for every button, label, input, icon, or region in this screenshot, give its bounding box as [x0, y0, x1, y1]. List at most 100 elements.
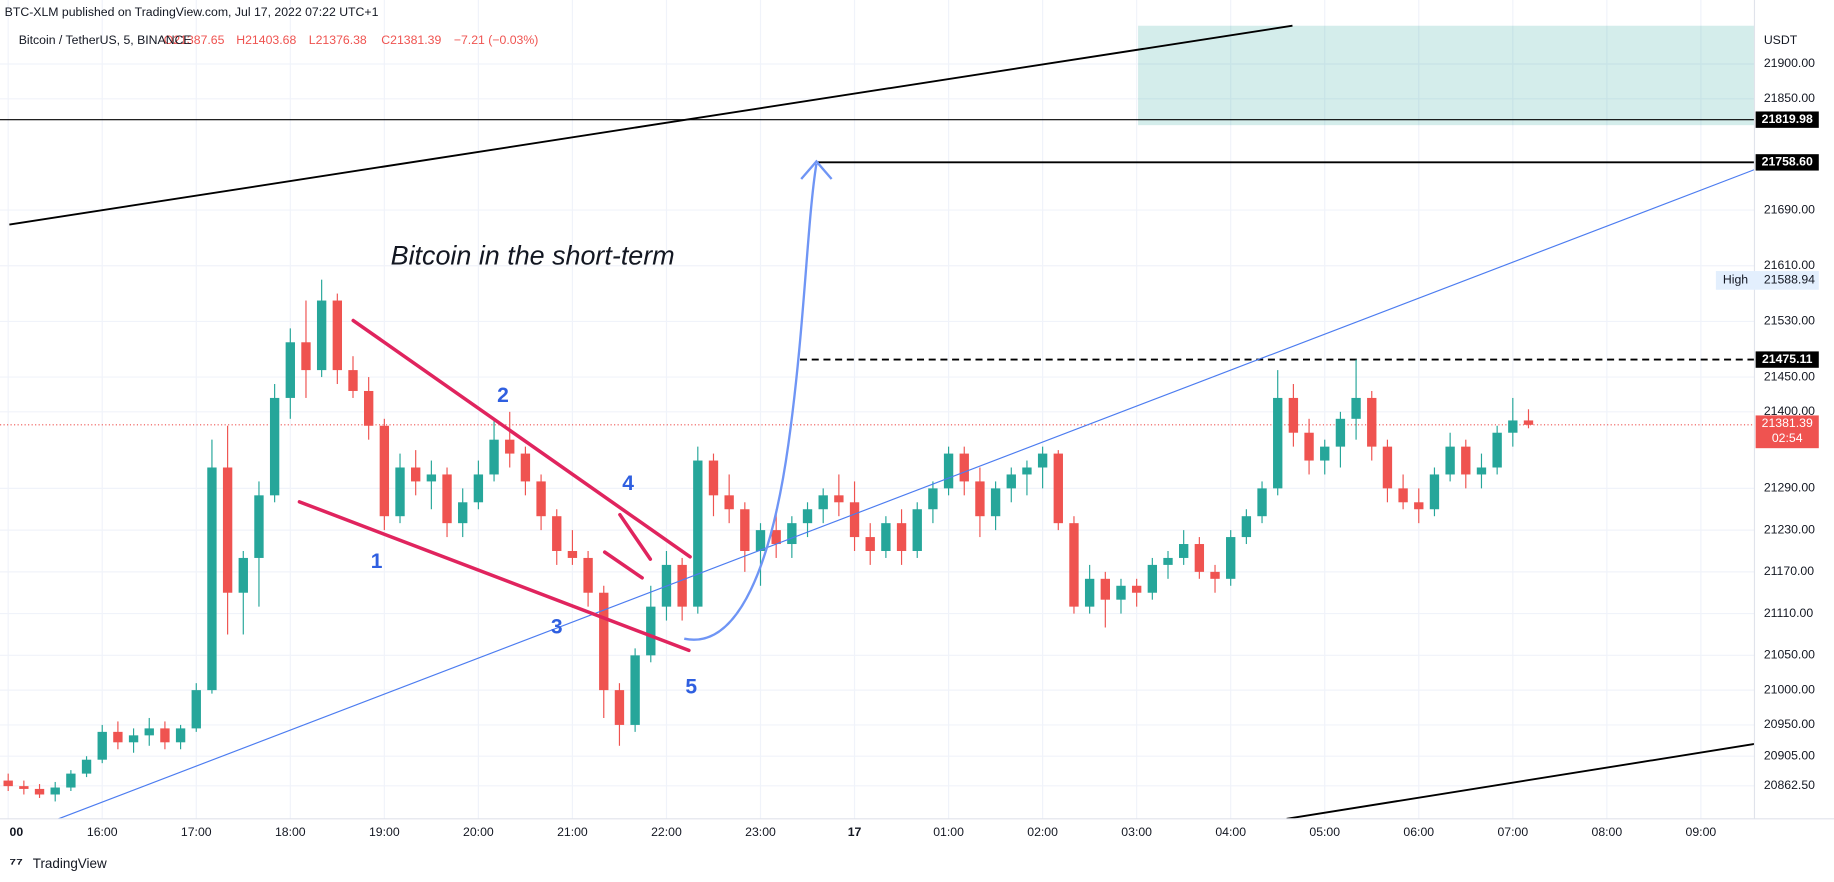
- candle-body: [943, 453, 954, 489]
- trend-line: [58, 169, 1755, 820]
- candle-body: [191, 690, 201, 729]
- x-tick-label: 17:00: [181, 825, 212, 839]
- candle-body: [1084, 578, 1095, 607]
- price-tag: [1755, 351, 1819, 368]
- candle-body: [865, 537, 875, 551]
- legend-value: C21381.39: [381, 33, 441, 47]
- candle-body: [316, 300, 327, 371]
- candle-body: [928, 488, 938, 510]
- candle-body: [1226, 537, 1236, 579]
- x-tick-label: 23:00: [745, 825, 776, 839]
- price-tag: [1755, 111, 1819, 128]
- x-tick-label: 06:00: [1403, 825, 1434, 839]
- candle-body: [567, 550, 578, 558]
- target-zone: [1138, 25, 1755, 126]
- candle-body: [1163, 557, 1173, 565]
- candle-body: [411, 467, 421, 482]
- countdown: 02:54: [1772, 431, 1803, 445]
- wedge-line: [618, 512, 653, 561]
- y-tick-label: 20905.00: [1764, 748, 1815, 762]
- wave-label: 1: [371, 550, 383, 573]
- x-tick-label: 05:00: [1309, 825, 1340, 839]
- candle-body: [97, 731, 107, 760]
- y-tick-label: 21170.00: [1764, 564, 1814, 578]
- candle-body: [505, 439, 515, 454]
- candle-body: [1445, 446, 1455, 475]
- candle-body: [802, 509, 813, 524]
- candle-body: [959, 453, 969, 482]
- candle-body: [1508, 420, 1518, 433]
- x-tick-label: 20:00: [463, 825, 494, 839]
- x-tick-label: 18:00: [275, 825, 306, 839]
- candle-body: [520, 453, 531, 482]
- legend-value: −7.21 (−0.03%): [454, 33, 539, 47]
- labels: O21387.65 H21403.68 L21376.38 C21381.39 −7.2…: [10, 33, 1819, 839]
- candle-body: [50, 787, 60, 795]
- candle-body: [975, 481, 985, 517]
- wave-label: 2: [497, 384, 509, 407]
- y-tick-label: 21530.00: [1764, 314, 1815, 328]
- y-tick-label: 21610.00: [1764, 258, 1815, 272]
- y-tick-label: 21290.00: [1764, 481, 1815, 495]
- candle-body: [1100, 578, 1110, 600]
- symbol: Bitcoin / TetherUS, 5, BINANCE: [19, 33, 192, 47]
- y-tick-label: 21000.00: [1764, 682, 1815, 696]
- candle-body: [1006, 474, 1016, 489]
- candle-body: [426, 474, 437, 482]
- candle-body: [207, 467, 217, 691]
- candle-body: [849, 502, 860, 538]
- candle-body: [363, 390, 374, 426]
- y-tick-label: 21850.00: [1764, 91, 1815, 105]
- candle-body: [489, 439, 499, 475]
- candle-body: [348, 370, 358, 391]
- published-note: BTC-XLM published on TradingView.com, Ju…: [5, 5, 379, 19]
- candle-body: [630, 655, 640, 725]
- y-tick-label: 21110.00: [1764, 606, 1814, 620]
- candle-body: [818, 495, 828, 510]
- x-tick-label: 09:00: [1686, 825, 1717, 839]
- x-tick-label: 01:00: [933, 825, 964, 839]
- candle-body: [1022, 467, 1032, 475]
- candle-body: [34, 788, 45, 795]
- candle-body: [144, 728, 154, 736]
- candle-body: [787, 523, 797, 545]
- last-price-tag: [1755, 415, 1819, 449]
- candle-body: [254, 495, 264, 558]
- candle-body: [442, 474, 452, 524]
- candle-body: [896, 523, 907, 551]
- candle-body: [740, 509, 750, 551]
- x-tick-label: 00: [10, 825, 24, 839]
- candle-body: [1241, 516, 1252, 538]
- candle-body: [834, 495, 844, 503]
- candle-body: [536, 481, 546, 517]
- last-price-label: 21381.39: [1762, 416, 1813, 430]
- x-tick-label: 03:00: [1121, 825, 1152, 839]
- trend-line: [9, 24, 1293, 226]
- candle-body: [332, 300, 343, 371]
- y-tick-label: 21900.00: [1764, 56, 1815, 70]
- price-tag-label: 21475.11: [1762, 352, 1813, 366]
- candle-body: [724, 495, 734, 510]
- candle-body: [175, 728, 186, 743]
- candle-body: [458, 502, 468, 524]
- price-tag: [1755, 154, 1819, 171]
- x-tick-label: 08:00: [1592, 825, 1623, 839]
- x-tick-label: 07:00: [1497, 825, 1528, 839]
- candle-body: [1288, 397, 1299, 433]
- candle-body: [1476, 467, 1487, 475]
- candle-body: [1069, 523, 1079, 607]
- candle-body: [646, 606, 656, 656]
- candles: [3, 279, 1534, 802]
- y-tick-label: 21230.00: [1764, 522, 1815, 536]
- candle-body: [1523, 420, 1534, 425]
- x-tick-label: 17: [848, 825, 862, 839]
- candle-body: [379, 425, 390, 517]
- candle-body: [881, 523, 891, 551]
- candle-body: [128, 735, 139, 743]
- candle-body: [222, 467, 233, 593]
- y-tick-label: 20950.00: [1764, 717, 1815, 731]
- candle-body: [285, 342, 295, 398]
- candle-body: [1147, 564, 1158, 593]
- wave-label: 5: [685, 675, 697, 698]
